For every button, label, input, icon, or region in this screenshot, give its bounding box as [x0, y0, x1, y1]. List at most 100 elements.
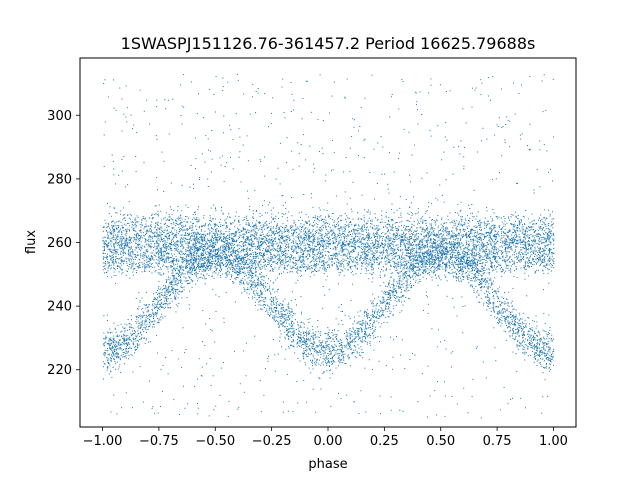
data-point [441, 230, 443, 232]
data-point [354, 247, 356, 249]
data-point [411, 247, 413, 249]
data-point [439, 233, 441, 235]
data-point [145, 255, 147, 257]
data-point [360, 242, 362, 244]
data-point [527, 241, 529, 243]
data-point [421, 240, 423, 242]
data-point [283, 227, 285, 229]
data-point [288, 247, 290, 249]
data-point [378, 239, 380, 241]
data-point [407, 243, 409, 245]
data-point [374, 243, 376, 245]
data-point [474, 252, 476, 254]
data-point [343, 245, 345, 247]
data-point [332, 219, 334, 221]
data-point [541, 224, 543, 225]
data-point [543, 233, 544, 235]
data-point [243, 235, 245, 237]
data-point [227, 242, 229, 244]
data-point [260, 238, 262, 240]
data-point [429, 251, 431, 252]
data-point [176, 241, 178, 243]
data-point [440, 229, 442, 231]
data-point [264, 268, 266, 270]
data-point [425, 229, 426, 231]
data-point [264, 236, 266, 238]
data-point [110, 251, 112, 253]
data-point [270, 256, 272, 258]
data-point [198, 256, 200, 258]
data-point [482, 234, 484, 236]
data-point [113, 232, 115, 234]
data-point [542, 241, 544, 243]
data-point [152, 236, 154, 238]
data-point [250, 238, 252, 240]
data-point [292, 232, 294, 233]
data-point [529, 237, 530, 238]
data-point [264, 239, 266, 241]
data-point [444, 222, 446, 224]
data-point [421, 244, 423, 246]
data-point [285, 244, 287, 246]
data-point [343, 253, 345, 255]
data-point [256, 238, 258, 240]
data-point [273, 217, 274, 219]
data-point [181, 225, 183, 227]
data-point [296, 228, 298, 230]
data-point [377, 241, 379, 242]
data-point [389, 244, 391, 246]
data-point [498, 264, 500, 266]
data-point [121, 225, 123, 226]
data-point [459, 240, 461, 242]
data-point [187, 233, 189, 235]
data-point [183, 253, 184, 255]
data-point [497, 255, 499, 257]
data-point [334, 246, 336, 248]
data-point [265, 237, 267, 239]
data-point [234, 231, 236, 233]
data-point [272, 249, 274, 251]
data-point [489, 235, 491, 237]
data-point [250, 231, 252, 233]
data-point [293, 222, 295, 224]
data-point [390, 239, 392, 241]
data-point [346, 203, 348, 205]
data-point [174, 235, 176, 236]
data-point [419, 227, 421, 229]
data-point [278, 238, 280, 240]
data-point [381, 218, 383, 220]
data-point [284, 235, 286, 237]
data-point [348, 230, 350, 232]
data-point [271, 245, 273, 247]
data-point [115, 239, 117, 241]
data-point [398, 226, 400, 228]
data-point [268, 246, 270, 248]
data-point [290, 256, 292, 258]
data-point [489, 260, 491, 262]
data-point [230, 260, 232, 262]
data-point [368, 232, 369, 234]
data-point [545, 232, 547, 234]
data-point [517, 229, 519, 231]
data-point [460, 224, 462, 226]
data-point [125, 240, 127, 242]
data-point [142, 216, 144, 218]
data-point [519, 220, 520, 222]
data-point [511, 242, 513, 244]
data-point [445, 231, 447, 233]
data-point [413, 248, 415, 250]
data-point [467, 215, 468, 217]
data-point [252, 234, 254, 236]
data-point [368, 237, 370, 239]
data-point [174, 248, 175, 250]
data-point [309, 223, 311, 225]
data-point [185, 221, 187, 223]
data-point [466, 247, 468, 249]
data-point [158, 244, 160, 246]
data-point [138, 238, 140, 240]
data-point [175, 263, 177, 265]
data-point [516, 235, 518, 237]
data-point [400, 243, 401, 245]
data-point [486, 231, 488, 233]
data-point [160, 237, 162, 239]
